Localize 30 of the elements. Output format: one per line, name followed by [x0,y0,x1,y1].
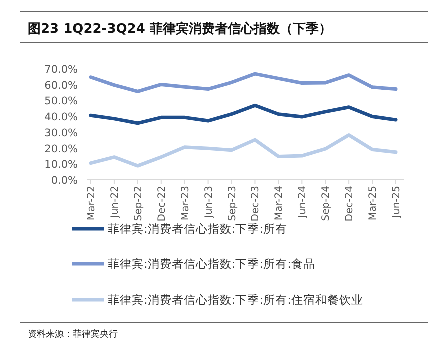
x-tick-label: Mar-22 [86,186,98,221]
text: 资料来源：菲律宾央行 [28,329,118,340]
x-tick-label: Mar-23 [180,186,192,221]
x-tick-label: Jun-24 [298,186,309,219]
y-tick-label: 0.0% [51,175,78,187]
line-series [89,134,398,168]
y-tick-label: 30.0% [44,127,78,140]
x-tick-label: Sep-23 [227,186,238,222]
x-tick-label: Dec-23 [250,186,262,222]
line-series [89,72,398,94]
chart-title: 图23 1Q22-3Q24 菲律宾消费者信心指数（下季） [28,21,332,37]
legend-label: 菲律宾:消费者信心指数:下季:所有:食品 [108,257,316,271]
y-tick-label: 50.0% [44,96,78,108]
y-tick-label: 40.0% [44,112,78,124]
x-tick-label: Sep-22 [133,186,144,222]
x-tick-label: Dec-22 [156,186,168,222]
line-series [89,104,398,126]
x-tick-label: Mar-24 [274,186,286,221]
legend-label: 菲律宾:消费者信心指数:下季:所有 [108,222,288,236]
x-tick-label: Dec-24 [344,186,356,222]
x-tick-label: Sep-24 [321,186,332,222]
x-tick-label: Jun-25 [392,186,402,219]
y-tick-label: 60.0% [44,80,78,92]
x-tick-label: Jun-23 [204,186,215,219]
x-tick-label: Mar-25 [368,186,380,221]
y-tick-label: 70.0% [44,64,78,76]
y-tick-label: 20.0% [44,143,78,156]
legend-label: 菲律宾:消费者信心指数:下季:所有:住宿和餐饮业 [108,293,364,307]
x-tick-label: Jun-22 [110,186,121,219]
y-tick-label: 10.0% [44,159,78,172]
